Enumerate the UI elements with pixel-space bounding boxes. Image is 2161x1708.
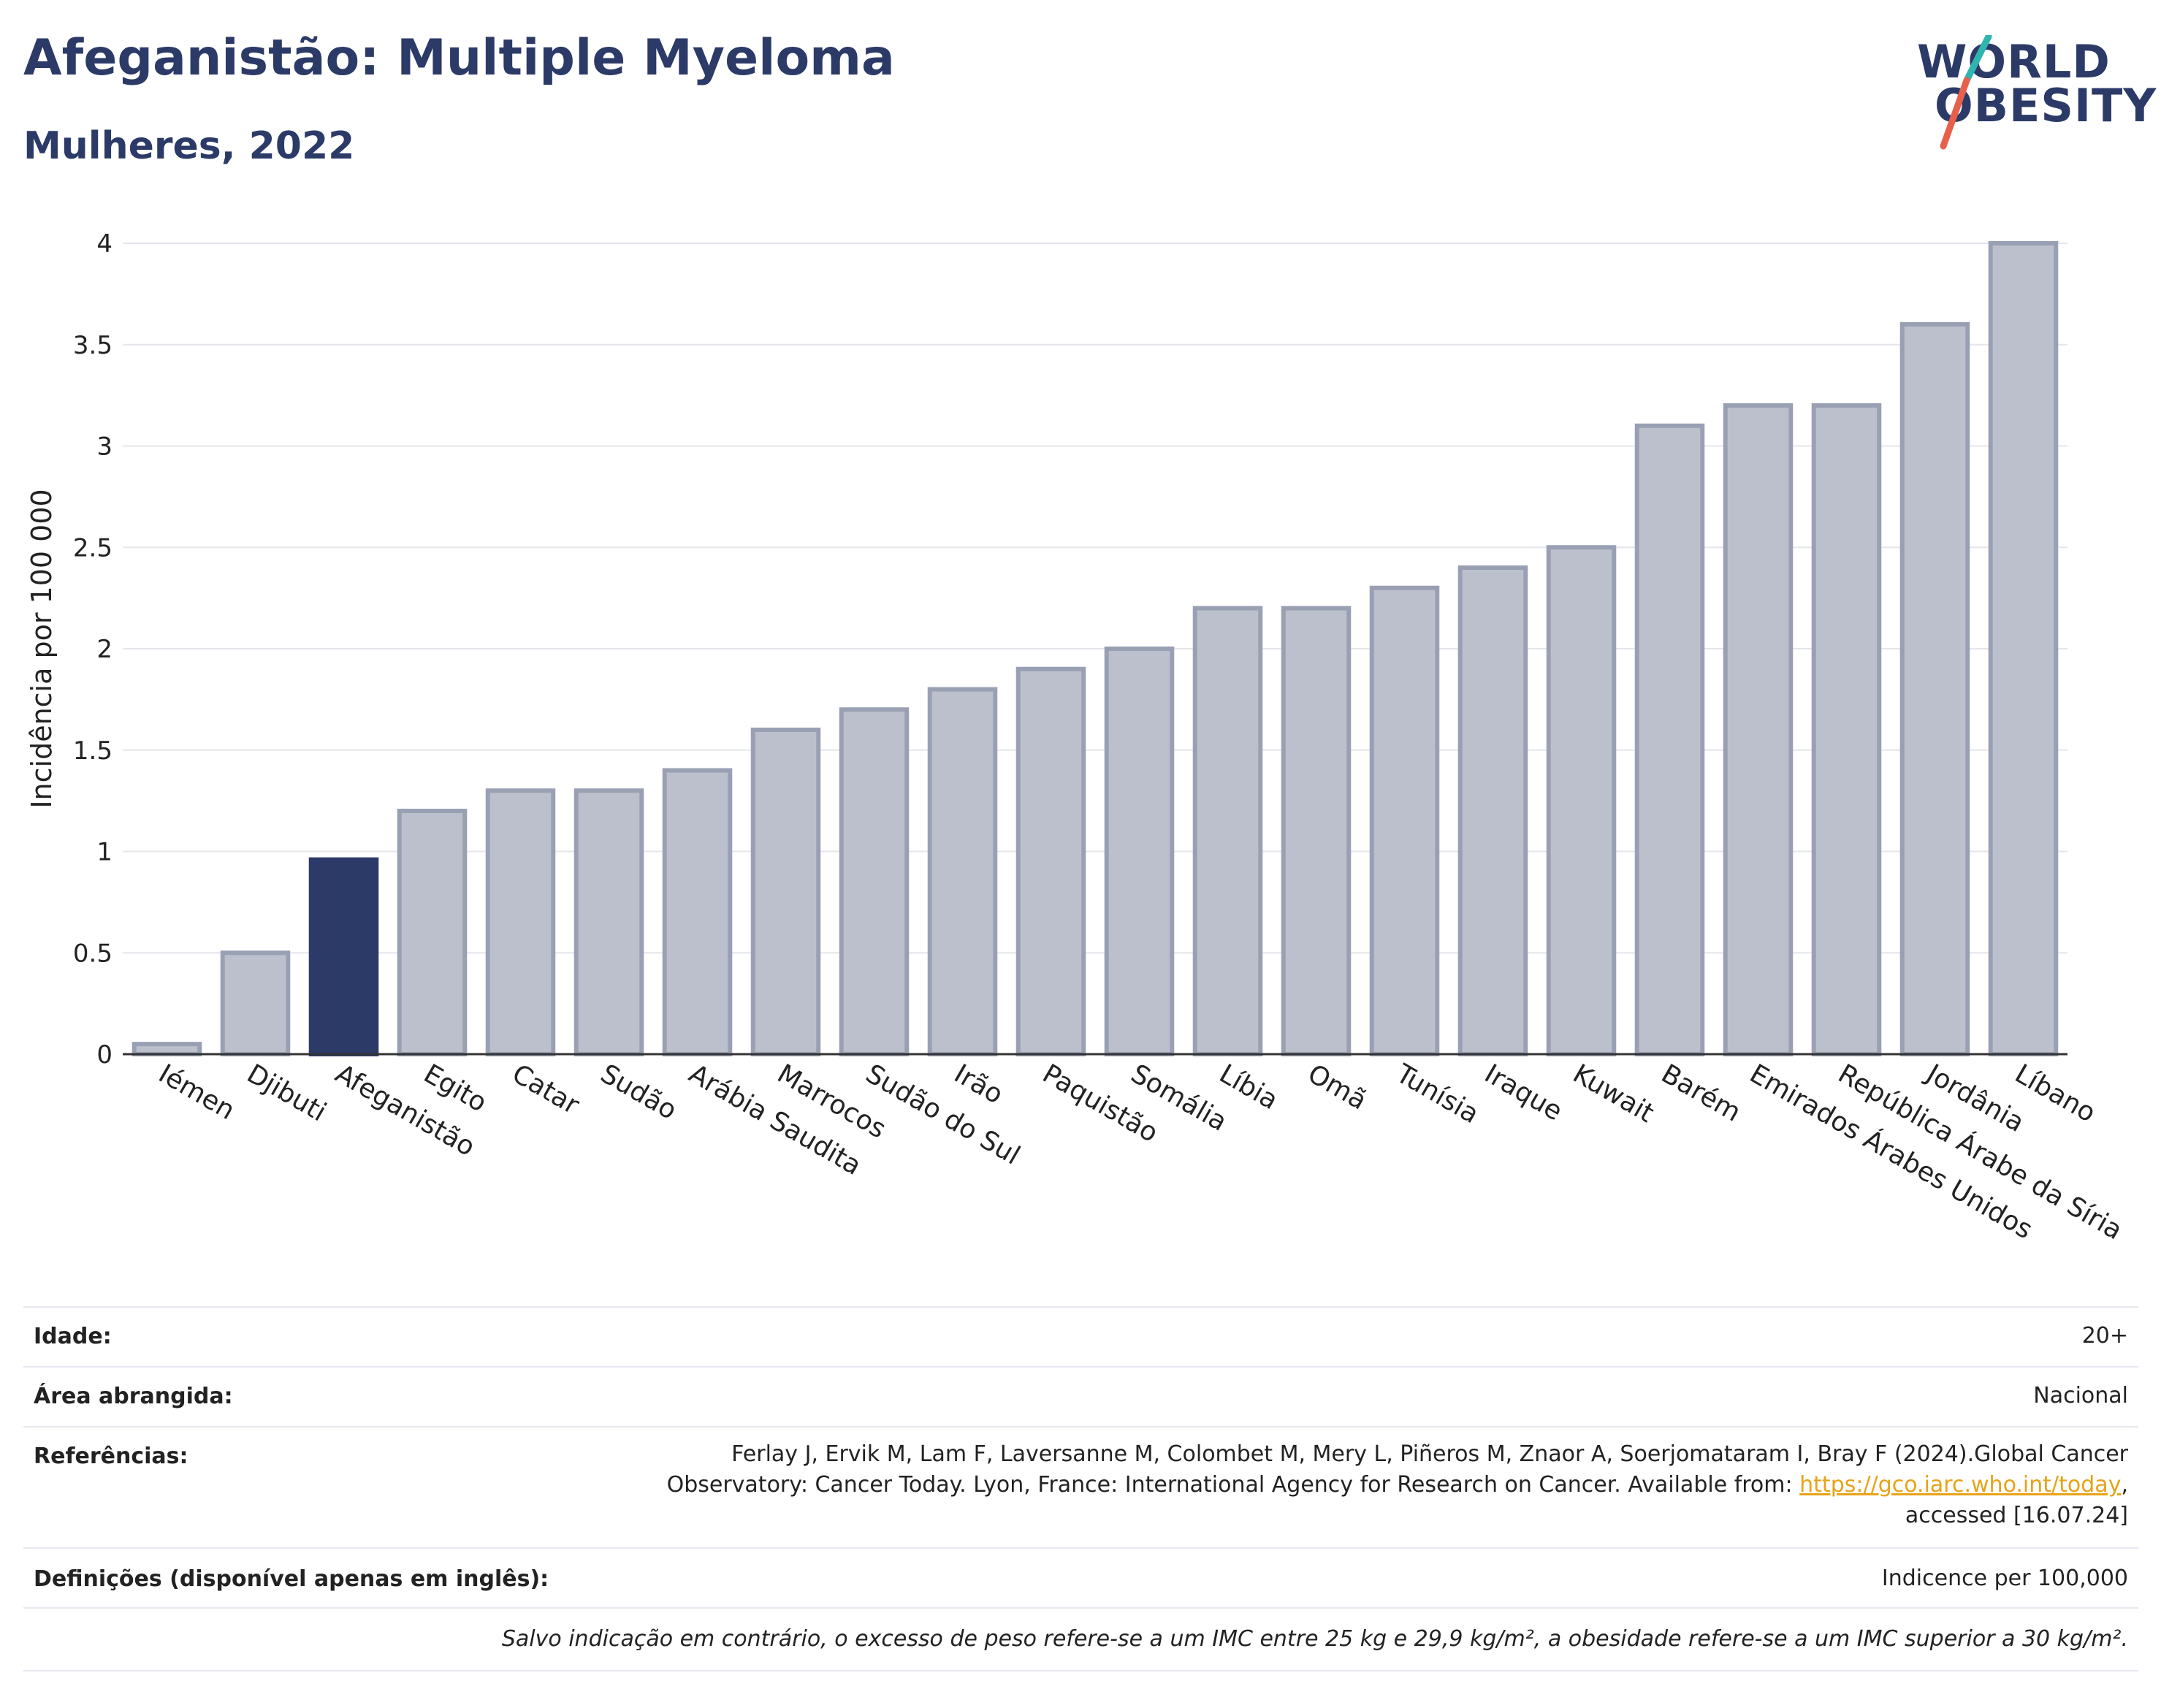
bar — [1192, 606, 1263, 1056]
bar — [1546, 545, 1617, 1056]
y-axis-label: Incidência por 100 000 — [26, 489, 58, 808]
age-value: 20+ — [2081, 1323, 2128, 1349]
definitions-value: Indicence per 100,000 — [1881, 1566, 2128, 1591]
info-row-age: Idade: 20+ — [23, 1306, 2138, 1366]
info-row-references: Referências: Ferlay J, Ervik M, Lam F, L… — [23, 1426, 2138, 1547]
logo-line1: WORLD — [1917, 35, 2111, 88]
reference-line-3: accessed [16.07.24] — [1905, 1503, 2128, 1528]
logo-line2: OBESITY — [1935, 79, 2157, 132]
bar — [1988, 241, 2059, 1056]
info-row-area: Área abrangida: Nacional — [23, 1366, 2138, 1426]
page-title: Afeganistão: Multiple Myeloma — [23, 29, 895, 87]
x-tick-label: Sudão — [595, 1059, 682, 1126]
bar — [485, 788, 556, 1056]
y-tick-label: 0 — [96, 1040, 113, 1070]
bar — [1899, 322, 1970, 1056]
age-label: Idade: — [34, 1324, 112, 1349]
x-tick-label: Barém — [1656, 1059, 1746, 1127]
y-tick-label: 4 — [96, 229, 113, 259]
bar — [1634, 423, 1705, 1056]
x-tick-label: Kuwait — [1568, 1059, 1659, 1129]
x-tick-label: Catar — [507, 1059, 584, 1121]
reference-line-2: Observatory: Cancer Today. Lyon, France:… — [666, 1472, 2128, 1498]
bar — [1104, 647, 1175, 1056]
info-row-note: Salvo indicação em contrário, o excesso … — [23, 1607, 2138, 1671]
y-tick-label: 3.5 — [73, 331, 113, 360]
bar — [1369, 585, 1440, 1056]
y-tick-label: 0.5 — [73, 939, 113, 968]
chart-bars — [132, 241, 2059, 1056]
y-tick-label: 3 — [96, 432, 113, 462]
world-obesity-logo: WORLD OBESITY — [1907, 35, 2156, 152]
bar — [1015, 666, 1086, 1056]
x-tick-label: Irão — [949, 1059, 1008, 1110]
bar — [662, 768, 733, 1056]
bar — [750, 728, 821, 1056]
bar — [573, 788, 644, 1056]
x-tick-label: Tunísia — [1390, 1059, 1484, 1129]
info-row-definitions: Definições (disponível apenas em inglês)… — [23, 1547, 2138, 1607]
y-tick-label: 1.5 — [73, 736, 113, 766]
y-tick-label: 1 — [96, 838, 113, 867]
y-tick-label: 2.5 — [73, 533, 113, 563]
bar — [1281, 606, 1352, 1056]
bar-chart: 0 0.5 1 1.5 2 2.5 3 3.5 4 Iémen DjibutiAfeganistã… — [26, 229, 2127, 1246]
bar — [839, 707, 910, 1056]
definitions-label: Definições (disponível apenas em inglês)… — [34, 1566, 549, 1592]
bar — [220, 950, 291, 1056]
bar — [1457, 565, 1528, 1056]
bar — [1811, 403, 1882, 1056]
reference-line-1: Ferlay J, Ervik M, Lam F, Laversanne M, … — [731, 1441, 2128, 1467]
footnote: Salvo indicação em contrário, o excesso … — [501, 1626, 2128, 1652]
bar — [1723, 403, 1794, 1056]
bar — [927, 687, 998, 1056]
references-label: Referências: — [34, 1444, 188, 1469]
area-label: Área abrangida: — [34, 1384, 233, 1409]
page-subtitle: Mulheres, 2022 — [23, 124, 355, 168]
y-tick-label: 2 — [96, 635, 113, 664]
x-tick-label: Djibuti — [242, 1059, 331, 1127]
references-value: Ferlay J, Ervik M, Lam F, Laversanne M, … — [667, 1439, 2128, 1531]
x-tick-label: Omã — [1303, 1059, 1372, 1116]
x-tick-label: Iémen — [153, 1059, 240, 1126]
area-value: Nacional — [2033, 1383, 2128, 1408]
logo-slash-icon — [1940, 35, 1992, 150]
bar — [132, 1042, 202, 1056]
reference-link[interactable]: https://gco.iarc.who.int/today — [1799, 1472, 2122, 1498]
bar — [397, 809, 468, 1056]
bar — [308, 857, 379, 1056]
y-tick-labels: 0 0.5 1 1.5 2 2.5 3 3.5 4 — [73, 229, 113, 1070]
x-tick-label: Iraque — [1479, 1059, 1567, 1126]
